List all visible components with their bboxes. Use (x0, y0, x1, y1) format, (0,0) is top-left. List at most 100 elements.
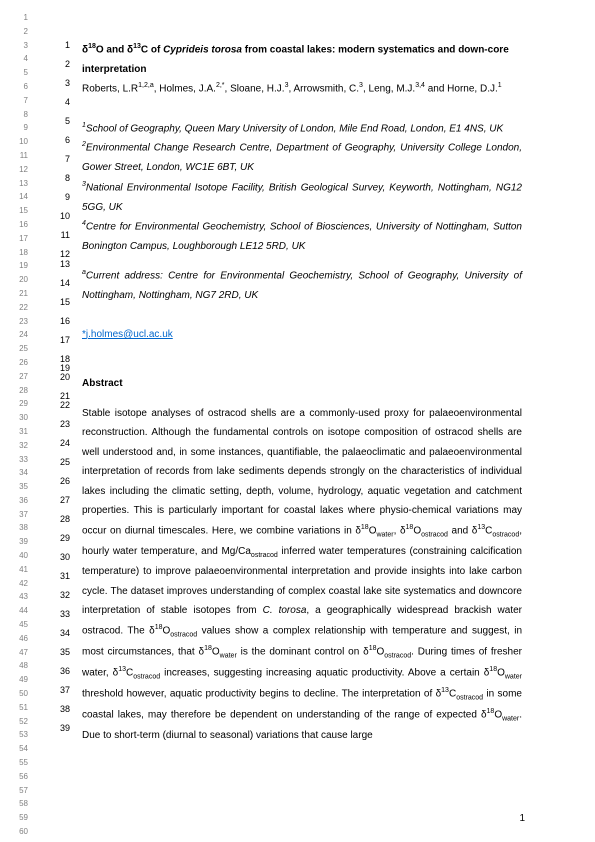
review-line-number: 57 (8, 787, 28, 801)
abstract-span: O (497, 667, 505, 678)
review-line-number: 19 (8, 262, 28, 276)
author-name: Roberts, L.R (82, 84, 138, 95)
review-line-number: 49 (8, 676, 28, 690)
affiliation-4: 4Centre for Environmental Geochemistry, … (82, 217, 522, 256)
affil-text: National Environmental Isotope Facility,… (82, 182, 522, 213)
half-line (82, 256, 522, 266)
manuscript-line-number: 22 (48, 400, 70, 419)
abstract-sub: ostracod (456, 694, 483, 701)
review-line-number: 56 (8, 773, 28, 787)
review-line-number: 32 (8, 442, 28, 456)
affil-text: Centre for Environmental Geochemistry, S… (82, 221, 522, 252)
manuscript-line-number: 30 (48, 552, 70, 571)
author-affil-sup: 1 (498, 82, 502, 89)
review-line-number: 26 (8, 359, 28, 373)
corresponding-email: *j.holmes@ucl.ac.uk (82, 325, 522, 345)
review-line-number: 48 (8, 662, 28, 676)
manuscript-line-number: 15 (48, 297, 70, 316)
review-line-number: 3 (8, 42, 28, 56)
review-line-number: 8 (8, 111, 28, 125)
abstract-span: and δ (448, 525, 477, 536)
review-line-number: 20 (8, 276, 28, 290)
review-line-number: 41 (8, 566, 28, 580)
abstract-heading: Abstract (82, 374, 522, 394)
author-name: , Arrowsmith, C. (288, 84, 359, 95)
review-line-number: 13 (8, 180, 28, 194)
review-line-number: 37 (8, 511, 28, 525)
review-line-number: 6 (8, 83, 28, 97)
manuscript-line-number: 16 (48, 316, 70, 335)
manuscript-line-number: 13 (48, 259, 70, 278)
review-line-number: 1 (8, 14, 28, 28)
abstract-span: , δ (394, 525, 406, 536)
abstract-sub: ostracod (251, 552, 278, 559)
affil-text: School of Geography, Queen Mary Universi… (86, 123, 503, 134)
author-affil-sup: 2,* (216, 82, 225, 89)
abstract-span: O (413, 525, 421, 536)
author-name: , Sloane, H.J. (225, 84, 285, 95)
review-line-number: 55 (8, 759, 28, 773)
review-line-numbers: 1234567891011121314151617181920212223242… (8, 14, 28, 842)
affil-text: Current address: Centre for Environmenta… (82, 271, 522, 302)
review-line-number: 31 (8, 428, 28, 442)
abstract-sup: 18 (155, 624, 163, 631)
review-line-number: 27 (8, 373, 28, 387)
manuscript-content: δ18O and δ13C of Cyprideis torosa from c… (82, 40, 522, 745)
manuscript-line-number: 2 (48, 59, 70, 78)
review-line-number: 47 (8, 649, 28, 663)
manuscript-line-number: 5 (48, 116, 70, 135)
review-line-number: 44 (8, 607, 28, 621)
review-line-number: 39 (8, 538, 28, 552)
review-line-number: 14 (8, 193, 28, 207)
review-line-number: 5 (8, 69, 28, 83)
abstract-span: is the dominant control on δ (237, 646, 369, 657)
abstract-sub: ostracod (421, 531, 448, 538)
manuscript-line-number: 29 (48, 533, 70, 552)
review-line-number: 34 (8, 469, 28, 483)
manuscript-line-number: 3 (48, 78, 70, 97)
manuscript-line-number: 21 (48, 391, 70, 400)
review-line-number: 11 (8, 152, 28, 166)
blank-line (82, 345, 522, 365)
manuscript-line-number: 7 (48, 154, 70, 173)
manuscript-line-number: 9 (48, 192, 70, 211)
manuscript-line-number: 31 (48, 571, 70, 590)
abstract-sub: water (502, 715, 519, 722)
review-line-number: 16 (8, 221, 28, 235)
affil-text: Environmental Change Research Centre, De… (82, 143, 522, 174)
review-line-number: 58 (8, 800, 28, 814)
manuscript-line-number: 12 (48, 249, 70, 259)
manuscript-line-number: 32 (48, 590, 70, 609)
abstract-sub: ostracod (384, 652, 411, 659)
author-name: and Horne, D.J. (425, 84, 498, 95)
affiliation-current: aCurrent address: Centre for Environment… (82, 266, 522, 305)
manuscript-line-number: 28 (48, 514, 70, 533)
review-line-number: 33 (8, 456, 28, 470)
review-line-number: 22 (8, 304, 28, 318)
affiliation-1: 1School of Geography, Queen Mary Univers… (82, 119, 522, 139)
manuscript-line-number: 27 (48, 495, 70, 514)
abstract-sub: water (220, 652, 237, 659)
review-line-number: 10 (8, 138, 28, 152)
authors-line: Roberts, L.R1,2,a, Holmes, J.A.2,*, Sloa… (82, 79, 522, 99)
manuscript-line-number: 14 (48, 278, 70, 297)
manuscript-line-number: 24 (48, 438, 70, 457)
manuscript-line-number: 37 (48, 685, 70, 704)
title-sup: 13 (133, 43, 141, 50)
paper-title: δ18O and δ13C of Cyprideis torosa from c… (82, 40, 522, 79)
half-line (82, 394, 522, 404)
manuscript-line-number: 10 (48, 211, 70, 230)
author-affil-sup: 1,2,a (138, 82, 154, 89)
review-line-number: 43 (8, 593, 28, 607)
abstract-sub: water (376, 531, 393, 538)
abstract-sup: 13 (118, 666, 126, 673)
review-line-number: 53 (8, 731, 28, 745)
abstract-sup: 13 (477, 524, 485, 531)
manuscript-line-number: 6 (48, 135, 70, 154)
abstract-span: Stable isotope analyses of ostracod shel… (82, 408, 522, 536)
abstract-sub: ostracod (133, 673, 160, 680)
review-line-number: 15 (8, 207, 28, 221)
manuscript-line-number: 34 (48, 628, 70, 647)
half-line (82, 364, 522, 374)
review-line-number: 12 (8, 166, 28, 180)
